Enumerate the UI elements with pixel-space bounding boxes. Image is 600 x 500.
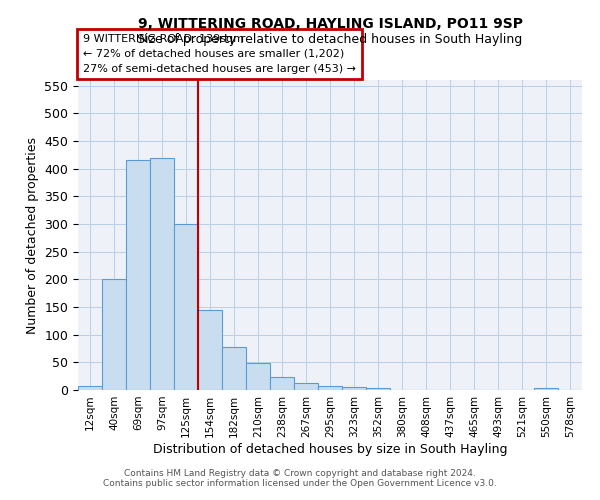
Bar [270,376,294,390]
Y-axis label: Number of detached properties: Number of detached properties [26,136,39,334]
Bar [222,347,246,390]
Bar [126,160,150,390]
Bar [534,388,558,390]
Text: Contains HM Land Registry data © Crown copyright and database right 2024.: Contains HM Land Registry data © Crown c… [124,468,476,477]
Bar [294,384,318,390]
X-axis label: Distribution of detached houses by size in South Hayling: Distribution of detached houses by size … [153,442,507,456]
Bar [102,280,126,390]
Text: Size of property relative to detached houses in South Hayling: Size of property relative to detached ho… [137,32,523,46]
Text: 9 WITTERING ROAD: 139sqm
← 72% of detached houses are smaller (1,202)
27% of sem: 9 WITTERING ROAD: 139sqm ← 72% of detach… [83,34,356,74]
Text: 9, WITTERING ROAD, HAYLING ISLAND, PO11 9SP: 9, WITTERING ROAD, HAYLING ISLAND, PO11 … [137,18,523,32]
Bar [198,310,222,390]
Bar [150,158,174,390]
Bar [342,387,366,390]
Text: Contains public sector information licensed under the Open Government Licence v3: Contains public sector information licen… [103,478,497,488]
Bar [366,388,390,390]
Bar [246,364,270,390]
Bar [318,386,342,390]
Bar [174,224,198,390]
Bar [78,386,102,390]
